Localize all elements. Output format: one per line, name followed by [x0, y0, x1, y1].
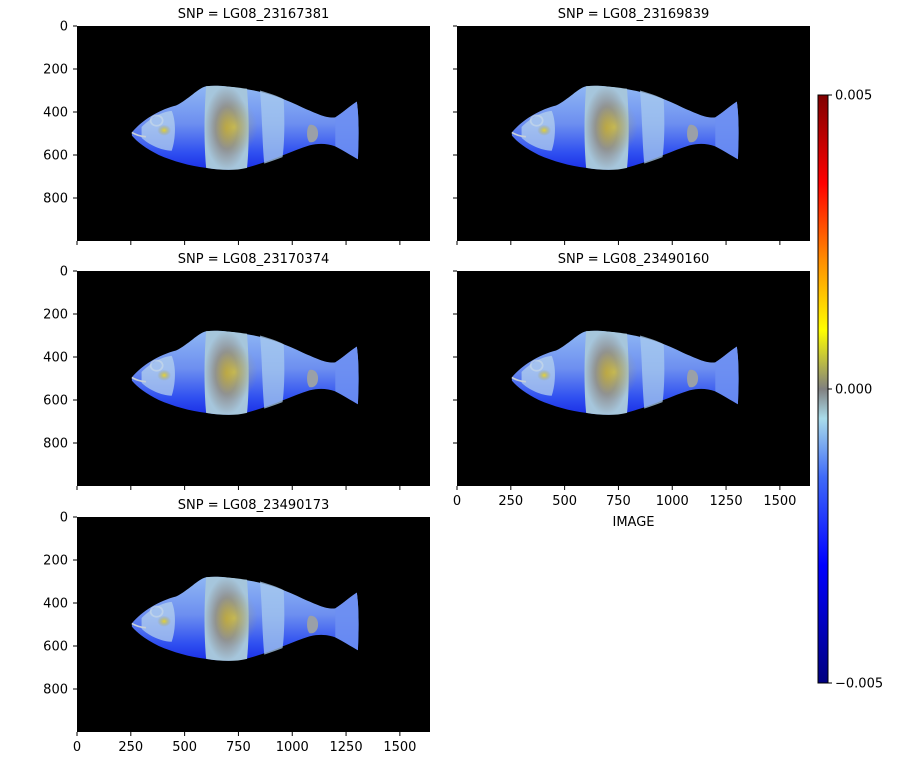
facet-panel: SNP = LG08_23490160 0 250 500 750 1000 1250 150… [453, 252, 810, 530]
y-tick-label: 800 [43, 192, 68, 207]
x-tick-label: 1250 [710, 494, 743, 509]
x-tick-label: 500 [552, 494, 577, 509]
y-tick-label: 400 [43, 106, 68, 121]
y-tick-label: 400 [43, 351, 68, 366]
x-tick-label: 1000 [656, 494, 689, 509]
facet-panel: SNP = LG08_23490173 0 200 400 600 800 0 250 500 7… [43, 498, 430, 755]
x-tick-label: 250 [498, 494, 523, 509]
facet-panel: SNP = LG08_23170374 0 200 400 600 800 [43, 252, 430, 490]
y-tick-label: 200 [43, 308, 68, 323]
x-tick-label: 1000 [276, 740, 309, 755]
y-tick-label: 600 [43, 640, 68, 655]
y-tick-label: 0 [60, 265, 68, 280]
y-tick-label: 400 [43, 597, 68, 612]
panel-title: SNP = LG08_23490160 [558, 252, 710, 267]
x-tick-label: 750 [606, 494, 631, 509]
colorbar-tick-label: 0.000 [835, 383, 872, 398]
x-tick-label: 250 [118, 740, 143, 755]
panel-title: SNP = LG08_23170374 [178, 252, 330, 267]
x-tick-label: 1250 [330, 740, 363, 755]
y-tick-label: 800 [43, 437, 68, 452]
y-tick-label: 200 [43, 63, 68, 78]
panel-title: SNP = LG08_23169839 [558, 7, 710, 22]
panel-title: SNP = LG08_23490173 [178, 498, 330, 513]
y-tick-label: 0 [60, 20, 68, 35]
colorbar: −0.005 0.000 0.005 [817, 89, 883, 692]
y-tick-label: 600 [43, 394, 68, 409]
x-tick-label: 1500 [383, 740, 416, 755]
colorbar-tick-label: 0.005 [835, 89, 872, 104]
y-tick-label: 800 [43, 683, 68, 698]
x-tick-label: 500 [172, 740, 197, 755]
y-tick-label: 0 [60, 511, 68, 526]
x-tick-label: 0 [73, 740, 81, 755]
y-tick-label: 200 [43, 554, 68, 569]
x-axis-label: IMAGE [612, 515, 654, 530]
panel-title: SNP = LG08_23167381 [178, 7, 330, 22]
x-tick-label: 750 [226, 740, 251, 755]
facet-panel: SNP = LG08_23169839 [453, 7, 810, 245]
facet-panel: SNP = LG08_23167381 0 200 400 600 800 [43, 7, 430, 245]
y-tick-label: 600 [43, 149, 68, 164]
colorbar-tick-label: −0.005 [835, 677, 883, 692]
x-tick-label: 0 [453, 494, 461, 509]
colorbar-gradient [817, 94, 829, 684]
x-tick-label: 1500 [763, 494, 796, 509]
